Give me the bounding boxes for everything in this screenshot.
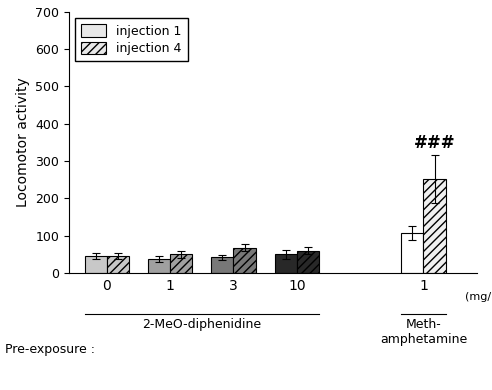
Bar — [107, 256, 129, 273]
Bar — [401, 233, 424, 273]
Text: ###: ### — [414, 134, 455, 152]
Text: Pre-exposure :: Pre-exposure : — [5, 343, 95, 356]
Bar — [212, 257, 234, 273]
Bar — [85, 256, 107, 273]
Bar — [275, 254, 297, 273]
Bar — [297, 251, 319, 273]
Bar — [170, 254, 192, 273]
Legend: injection 1, injection 4: injection 1, injection 4 — [75, 18, 188, 62]
Text: (mg/kg/10ml): (mg/kg/10ml) — [464, 292, 492, 302]
Bar — [234, 248, 256, 273]
Text: 2-MeO-diphenidine: 2-MeO-diphenidine — [142, 318, 261, 331]
Bar — [424, 179, 446, 273]
Bar — [148, 259, 170, 273]
Y-axis label: Locomotor activity: Locomotor activity — [16, 78, 30, 207]
Text: Meth-
amphetamine: Meth- amphetamine — [380, 318, 467, 346]
